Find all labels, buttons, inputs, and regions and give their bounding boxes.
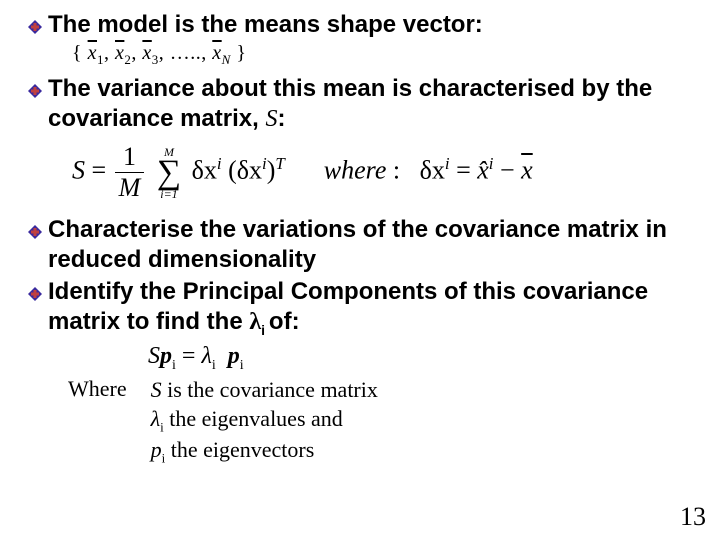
brace-close: } — [236, 42, 246, 64]
bullet-icon — [28, 84, 42, 98]
bullet-4-text: Identify the Principal Components of thi… — [48, 277, 692, 339]
bullet-1-text: The model is the means shape vector: — [48, 10, 483, 40]
summation: M ∑ i=1 — [157, 146, 181, 200]
where-label: Where — [68, 376, 127, 467]
bullet-2-text: The variance about this mean is characte… — [48, 74, 692, 134]
bullet-icon — [28, 20, 42, 34]
where-line-2: λi the eigenvalues and — [151, 405, 378, 436]
where-block: Where S is the covariance matrix λi the … — [68, 376, 692, 467]
bullet-3-text: Characterise the variations of the covar… — [48, 215, 692, 275]
bullet-icon — [28, 287, 42, 301]
where-line-3: pi the eigenvectors — [151, 436, 378, 467]
slide: The model is the means shape vector: { x… — [0, 0, 720, 540]
formula-mean-set: { x1, x2, x3, ….., xN } — [72, 42, 692, 68]
formula-covariance: S = 1 M M ∑ i=1 δxi (δxi)T where : δxi =… — [72, 144, 692, 201]
fraction: 1 M — [115, 144, 145, 201]
bullet-2: The variance about this mean is characte… — [28, 74, 692, 134]
where-lines: S is the covariance matrix λi the eigenv… — [151, 376, 378, 467]
where-line-1: S is the covariance matrix — [151, 376, 378, 405]
brace-open: { — [72, 42, 82, 64]
bullet-1: The model is the means shape vector: — [28, 10, 692, 40]
eigen-equation: Spi = λi pi — [148, 343, 692, 374]
bullet-icon — [28, 225, 42, 239]
page-number: 13 — [680, 502, 706, 532]
bullet-3: Characterise the variations of the covar… — [28, 215, 692, 275]
bullet-4: Identify the Principal Components of thi… — [28, 277, 692, 339]
